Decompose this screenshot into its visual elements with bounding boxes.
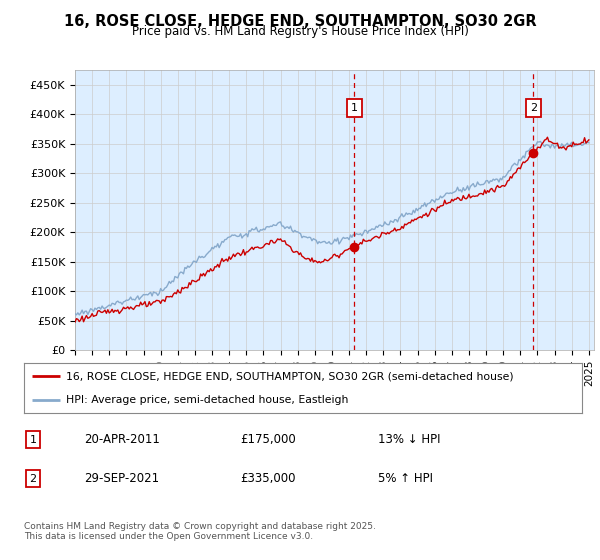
Text: 16, ROSE CLOSE, HEDGE END, SOUTHAMPTON, SO30 2GR (semi-detached house): 16, ROSE CLOSE, HEDGE END, SOUTHAMPTON, … — [66, 371, 514, 381]
Text: 16, ROSE CLOSE, HEDGE END, SOUTHAMPTON, SO30 2GR: 16, ROSE CLOSE, HEDGE END, SOUTHAMPTON, … — [64, 14, 536, 29]
Text: 2: 2 — [530, 103, 537, 113]
Text: 29-SEP-2021: 29-SEP-2021 — [84, 472, 159, 486]
Text: Contains HM Land Registry data © Crown copyright and database right 2025.
This d: Contains HM Land Registry data © Crown c… — [24, 522, 376, 542]
Text: Price paid vs. HM Land Registry's House Price Index (HPI): Price paid vs. HM Land Registry's House … — [131, 25, 469, 38]
Text: 2: 2 — [29, 474, 37, 484]
Text: HPI: Average price, semi-detached house, Eastleigh: HPI: Average price, semi-detached house,… — [66, 395, 348, 405]
Text: 1: 1 — [350, 103, 358, 113]
Text: 1: 1 — [29, 435, 37, 445]
Text: £335,000: £335,000 — [240, 472, 296, 486]
Text: 20-APR-2011: 20-APR-2011 — [84, 433, 160, 446]
Text: £175,000: £175,000 — [240, 433, 296, 446]
Text: 13% ↓ HPI: 13% ↓ HPI — [378, 433, 440, 446]
Text: 5% ↑ HPI: 5% ↑ HPI — [378, 472, 433, 486]
